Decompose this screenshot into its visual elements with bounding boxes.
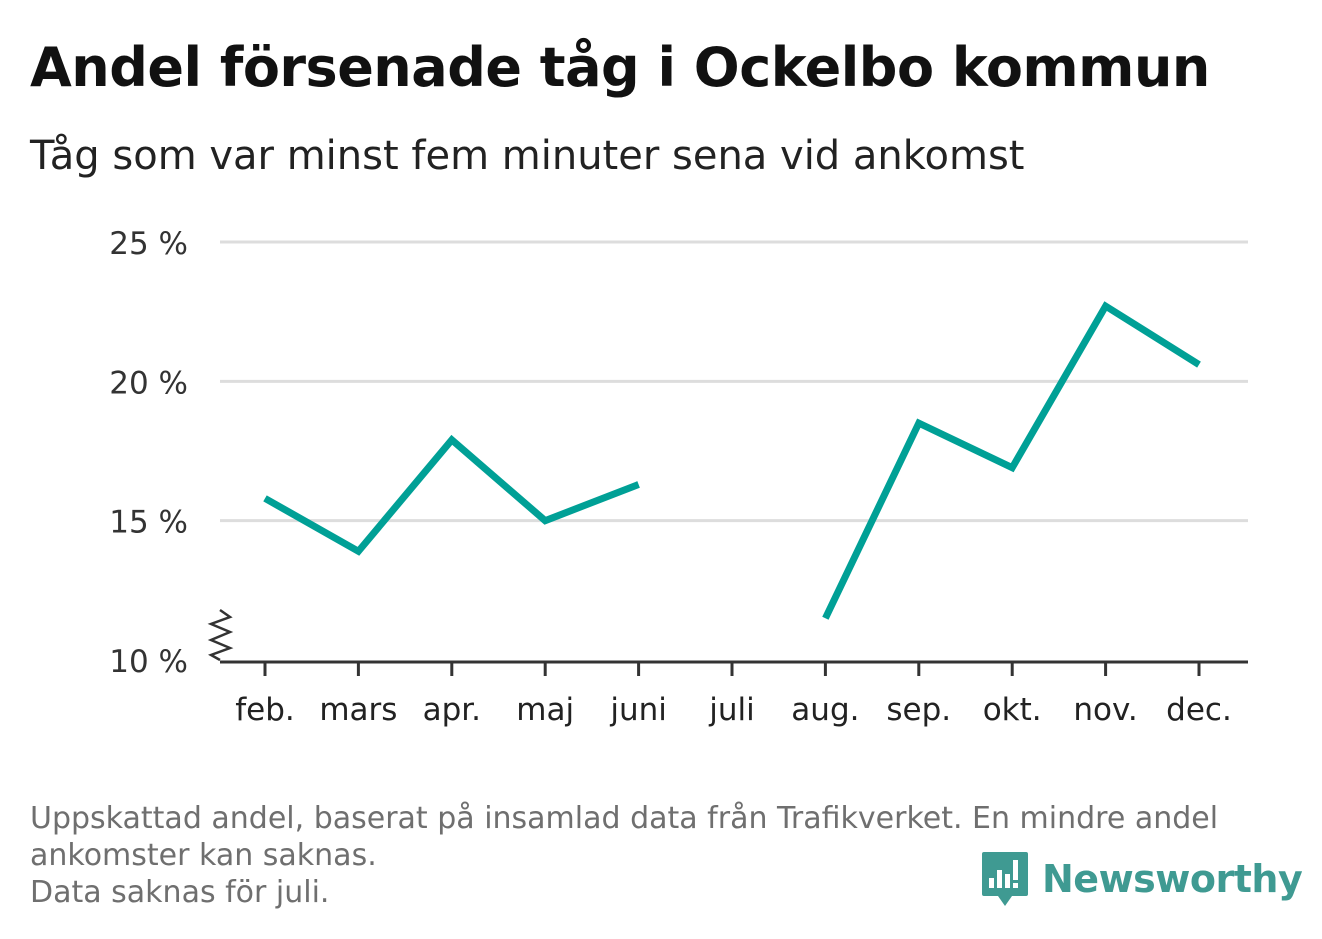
x-tick-label: maj (516, 692, 574, 728)
series-line-segment (822, 301, 1201, 620)
y-tick-label: 10 % (109, 644, 188, 680)
axis-break-zigzag (207, 608, 234, 662)
footnote-line-3: Data saknas för juli. (30, 875, 330, 910)
chart-subtitle: Tåg som var minst fem minuter sena vid a… (30, 133, 1025, 179)
y-tick-label: 25 % (109, 226, 188, 262)
x-tick-label: nov. (1073, 692, 1137, 728)
series-lines (263, 301, 1201, 620)
x-tick-label: juli (708, 692, 755, 728)
x-tick-label: dec. (1166, 692, 1232, 728)
x-tick-label: feb. (235, 692, 295, 728)
y-tick-label: 20 % (109, 365, 188, 401)
x-tick-label: sep. (886, 692, 951, 728)
footnote-line-1: Uppskattad andel, baserat på insamlad da… (30, 801, 1219, 836)
chart-title: Andel försenade tåg i Ockelbo kommun (30, 36, 1210, 99)
brand-name: Newsworthy (1042, 857, 1303, 901)
footnote-line-2: ankomster kan saknas. (30, 838, 377, 873)
y-tick-label: 15 % (109, 505, 188, 541)
y-axis-tick-labels: 10 % 15 % 20 % 25 % (109, 226, 188, 680)
axis-break-icon (207, 608, 234, 662)
x-axis (220, 660, 1248, 676)
x-tick-label: aug. (791, 692, 859, 728)
x-tick-label: apr. (423, 692, 481, 728)
newsworthy-icon (982, 852, 1028, 906)
series-line-segment (263, 434, 640, 556)
brand-logo: Newsworthy (980, 850, 1303, 908)
x-axis-tick-labels: feb. mars apr. maj juni juli aug. sep. okt. nov. d… (235, 692, 1232, 728)
x-tick-label: okt. (983, 692, 1042, 728)
x-tick-label: juni (609, 692, 667, 728)
x-tick-label: mars (319, 692, 397, 728)
footnote: Uppskattad andel, baserat på insamlad da… (30, 800, 1280, 911)
line-chart: 10 % 15 % 20 % 25 % feb. mars apr. maj juni juli… (109, 226, 1248, 728)
gridlines (220, 240, 1248, 523)
